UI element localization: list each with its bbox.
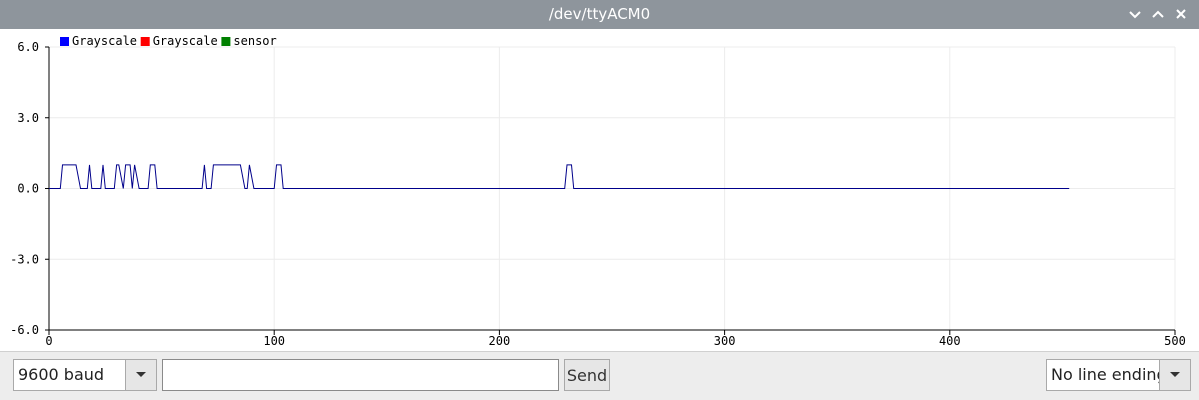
legend-swatch bbox=[60, 37, 69, 46]
chevron-up-icon bbox=[1152, 10, 1164, 18]
chevron-down-icon bbox=[1129, 11, 1141, 19]
window-title: /dev/ttyACM0 bbox=[548, 5, 651, 23]
control-bar: 9600 baud Send No line ending bbox=[0, 351, 1199, 400]
series-line bbox=[49, 164, 1070, 189]
y-tick-label: 6.0 bbox=[17, 40, 39, 54]
x-tick-label: 100 bbox=[263, 334, 285, 348]
line-ending-value: No line ending bbox=[1051, 365, 1167, 384]
legend-swatch bbox=[221, 37, 231, 46]
plot-chart: 6.0 3.0 0.0 -3.0 -6.0 0 100 200 300 400 500 Graysca… bbox=[10, 34, 1186, 348]
x-tick-label: 400 bbox=[939, 334, 961, 348]
baud-dropdown-button[interactable] bbox=[125, 360, 156, 390]
legend-label: Grayscale bbox=[153, 34, 218, 48]
line-ending-dropdown-button[interactable] bbox=[1159, 360, 1190, 390]
caret-down-icon bbox=[136, 372, 146, 377]
baud-select[interactable]: 9600 baud bbox=[13, 359, 157, 391]
caret-down-icon bbox=[1170, 372, 1180, 377]
legend-swatch bbox=[140, 37, 150, 46]
y-tick-label: 0.0 bbox=[17, 182, 39, 196]
x-tick-label: 200 bbox=[489, 334, 511, 348]
x-tick-label: 0 bbox=[45, 334, 52, 348]
x-tick-label: 500 bbox=[1164, 334, 1186, 348]
legend-label: sensor bbox=[233, 34, 276, 48]
y-tick-label: -6.0 bbox=[10, 323, 39, 337]
close-button[interactable] bbox=[1170, 4, 1192, 24]
line-ending-select[interactable]: No line ending bbox=[1046, 359, 1191, 391]
title-bar: /dev/ttyACM0 bbox=[0, 0, 1199, 29]
y-tick-label: 3.0 bbox=[17, 111, 39, 125]
maximize-button[interactable] bbox=[1147, 4, 1169, 24]
close-icon bbox=[1176, 9, 1186, 19]
legend-label: Grayscale bbox=[72, 34, 137, 48]
minimize-button[interactable] bbox=[1124, 4, 1146, 24]
x-tick-label: 300 bbox=[714, 334, 736, 348]
baud-value: 9600 baud bbox=[18, 365, 105, 384]
y-tick-label: -3.0 bbox=[10, 252, 39, 266]
send-button[interactable]: Send bbox=[564, 359, 610, 391]
message-input[interactable] bbox=[162, 359, 559, 391]
serial-plotter: 6.0 3.0 0.0 -3.0 -6.0 0 100 200 300 400 500 Graysca… bbox=[0, 29, 1199, 351]
